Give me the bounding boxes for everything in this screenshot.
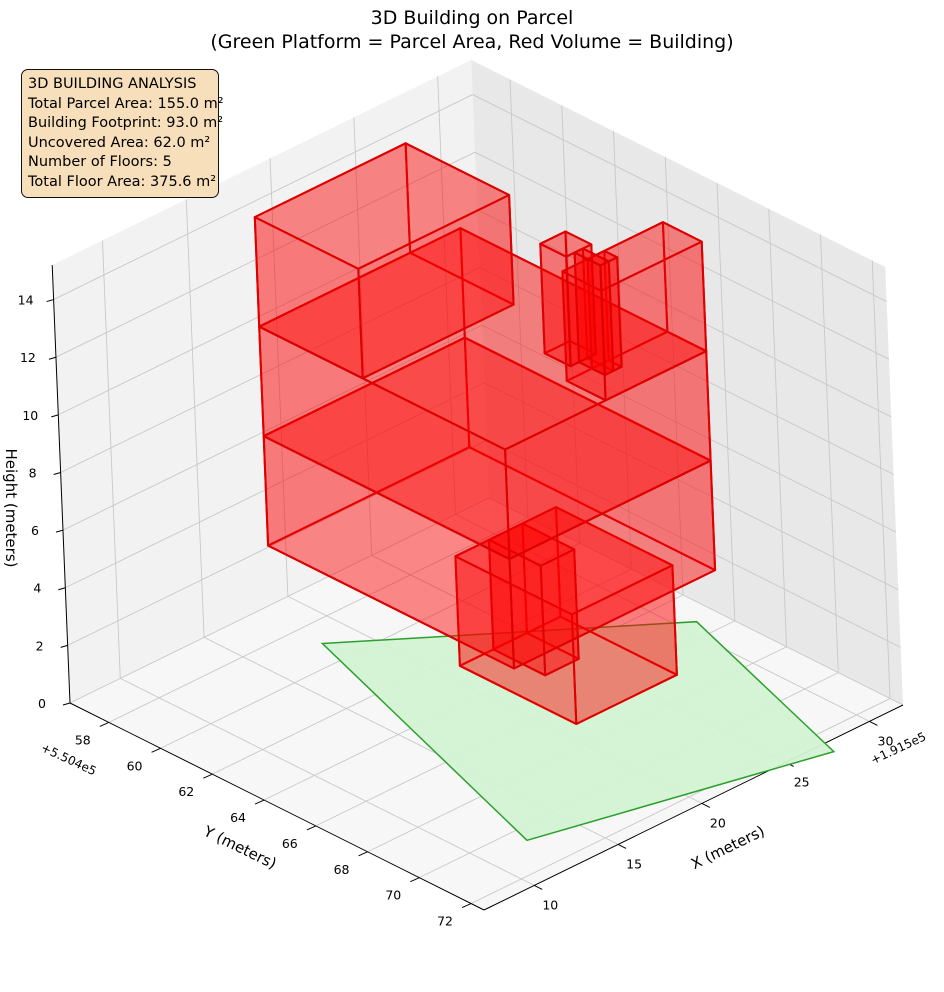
grid-z-left xyxy=(55,151,476,358)
y-tick-label: 72 xyxy=(437,914,453,929)
axis-labels: 1015202530586062646668707202468101214+1.… xyxy=(2,293,928,929)
info-line-floor-area: Total Floor Area: 375.6 m² xyxy=(28,173,217,190)
parcel-platform xyxy=(320,620,836,842)
grid-x-wall xyxy=(437,76,456,515)
y-tick xyxy=(306,825,317,831)
x-axis-title: X (meters) xyxy=(688,822,768,873)
info-heading: 3D BUILDING ANALYSIS xyxy=(28,76,197,92)
info-line-floors: Number of Floors: 5 xyxy=(28,154,172,170)
y-tick-label: 60 xyxy=(127,758,143,773)
z-tick xyxy=(48,356,57,360)
chart-title-line-2: (Green Platform = Parcel Area, Red Volum… xyxy=(210,31,734,53)
grid-x-wall xyxy=(102,240,121,679)
grid-z-right xyxy=(484,382,899,591)
parcel-layer xyxy=(320,620,836,842)
x-tick xyxy=(617,843,627,849)
pane-back-left xyxy=(52,60,489,703)
building-face-top xyxy=(253,142,511,270)
grid-z-left xyxy=(67,439,487,646)
grid-z-left xyxy=(60,267,480,473)
grid-z-left xyxy=(65,382,485,589)
building-layer xyxy=(253,142,717,725)
axes xyxy=(46,264,904,911)
y-tick-label: 62 xyxy=(178,784,194,799)
grid-y-wall xyxy=(716,182,736,621)
z-tick xyxy=(55,529,64,533)
grid-z-right xyxy=(481,324,897,533)
info-line-parcel-area: Total Parcel Area: 155.0 m² xyxy=(28,95,224,112)
grid-z-right xyxy=(486,439,901,648)
grid-y-wall xyxy=(561,105,581,544)
x-tick-label: 10 xyxy=(542,897,558,912)
grid-y-wall xyxy=(664,157,684,596)
x-axis-line xyxy=(483,704,904,911)
grid-x-wall xyxy=(269,158,289,597)
grid-x-floor xyxy=(120,677,535,886)
grid-y-floor xyxy=(108,517,529,723)
z-tick-label: 12 xyxy=(20,350,36,365)
z-tick xyxy=(46,299,54,303)
grid-y-wall xyxy=(509,79,529,518)
grid-z-right xyxy=(474,151,890,360)
z-tick xyxy=(51,414,59,418)
grid-z-right xyxy=(472,94,887,302)
building-face-top xyxy=(573,247,610,267)
y-tick-label: 58 xyxy=(75,732,91,747)
x-tick-label: 30 xyxy=(878,733,894,748)
y-tick xyxy=(254,799,265,805)
z-tick-label: 0 xyxy=(38,696,46,711)
z-tick-label: 14 xyxy=(18,293,34,308)
y-tick-label: 64 xyxy=(230,810,246,825)
y-tick xyxy=(99,721,110,727)
grid-z-left xyxy=(62,324,483,531)
y-axis-title: Y (meters) xyxy=(200,822,279,873)
y-tick xyxy=(151,747,161,753)
analysis-info-box: 3D BUILDING ANALYSIS Total Parcel Area: … xyxy=(21,69,224,198)
z-tick-label: 4 xyxy=(33,581,41,596)
y-tick xyxy=(203,773,213,779)
y-tick-label: 70 xyxy=(385,888,401,903)
z-tick-label: 6 xyxy=(31,523,39,538)
z-tick-label: 10 xyxy=(22,408,38,423)
z-axis-line xyxy=(51,264,71,704)
y-tick-label: 68 xyxy=(334,862,350,877)
z-axis-title: Height (meters) xyxy=(2,449,20,568)
y-axis-line xyxy=(69,702,485,911)
info-line-uncovered: Uncovered Area: 62.0 m² xyxy=(28,134,211,151)
grid-y-floor xyxy=(470,698,891,904)
info-line-footprint: Building Footprint: 93.0 m² xyxy=(28,115,224,131)
y-tick xyxy=(358,851,368,857)
z-tick xyxy=(62,702,71,706)
x-tick-label: 20 xyxy=(710,815,726,830)
chart-title-line-1: 3D Building on Parcel xyxy=(370,7,574,29)
grid-y-wall xyxy=(768,208,788,647)
grid-y-wall xyxy=(613,131,632,570)
z-tick xyxy=(53,471,61,475)
pane-back-right xyxy=(471,60,903,705)
grid-y-wall xyxy=(820,234,839,673)
x-tick xyxy=(869,720,878,726)
z-tick xyxy=(58,587,66,591)
grid-z-right xyxy=(477,209,892,418)
grid-x-wall xyxy=(353,117,373,556)
y-tick-label: 66 xyxy=(282,836,298,851)
grid-x-wall xyxy=(185,199,205,638)
x-tick xyxy=(534,884,543,890)
z-tick-label: 2 xyxy=(36,638,44,653)
x-tick xyxy=(701,802,711,808)
y-tick xyxy=(410,877,420,883)
z-tick-label: 8 xyxy=(29,465,37,480)
grid-z-left xyxy=(53,94,473,300)
x-tick-label: 15 xyxy=(626,856,642,871)
grid-z-right xyxy=(479,267,894,475)
chart-title: 3D Building on Parcel (Green Platform = … xyxy=(0,6,944,54)
building-face-top xyxy=(488,522,576,567)
y-tick xyxy=(461,903,472,908)
grid-y-wall xyxy=(871,260,891,699)
z-tick xyxy=(60,644,68,648)
grid-z-left xyxy=(69,497,490,704)
x-tick-label: 25 xyxy=(794,774,810,789)
